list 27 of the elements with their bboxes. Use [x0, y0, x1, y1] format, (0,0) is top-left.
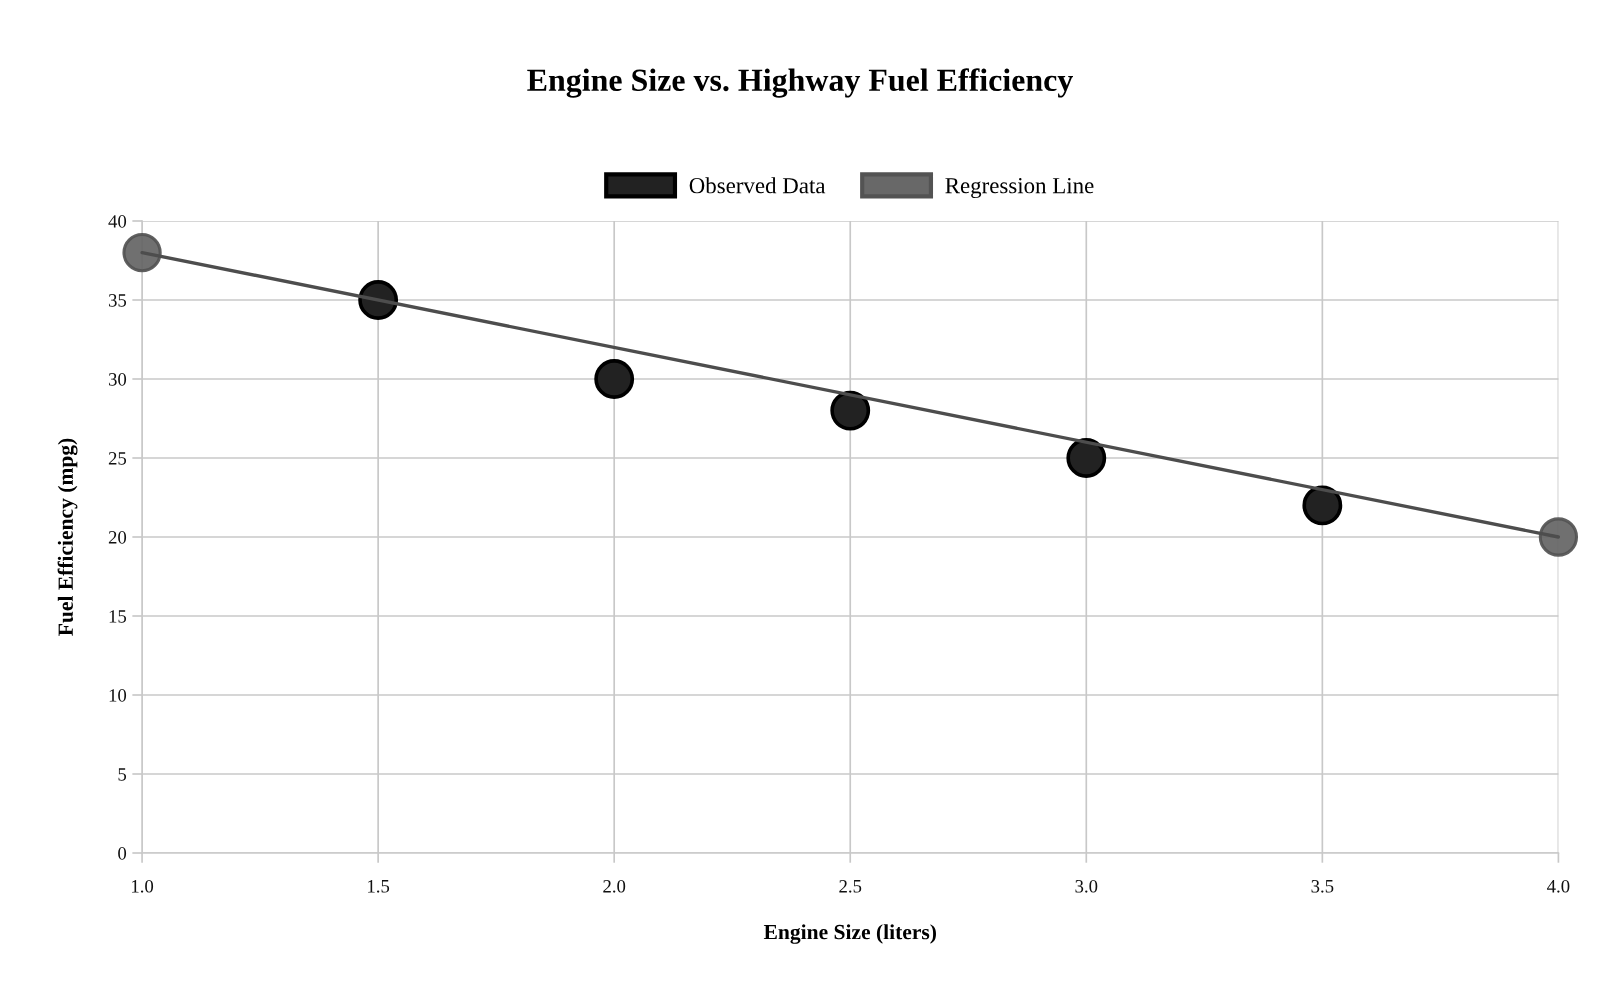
y-tick-label: 10	[109, 689, 127, 702]
point	[122, 232, 162, 273]
legend-label: Regression Line	[945, 177, 1094, 199]
point	[830, 390, 871, 431]
point	[1302, 485, 1343, 526]
y-tick-label: 20	[108, 531, 127, 544]
y-tick-label: 5	[118, 768, 127, 781]
point	[1066, 438, 1107, 478]
y-tick-label: 30	[108, 373, 127, 386]
x-tick-label: 3.0	[1075, 879, 1098, 893]
point	[1538, 517, 1579, 557]
x-tick-label: 4.0	[1547, 879, 1570, 893]
y-tick-label: 40	[108, 215, 127, 228]
legend-label: Observed Data	[689, 177, 826, 194]
point	[594, 359, 635, 399]
x-tick-label: 1.0	[132, 879, 154, 893]
y-tick-label: 0	[118, 847, 127, 860]
x-tick-label: 2.0	[603, 879, 626, 893]
x-tick-label: 2.5	[839, 879, 862, 893]
y-axis-title: Fuel Efficiency (mpg)	[57, 438, 78, 636]
x-tick-label: 1.5	[368, 880, 390, 893]
y-tick-label: 35	[108, 294, 127, 307]
x-tick-label: 3.5	[1311, 879, 1334, 893]
chart-title: Engine Size vs. Highway Fuel Efficiency	[527, 68, 1073, 98]
x-axis-title: Engine Size (liters)	[763, 924, 936, 944]
y-tick-label: 25	[108, 452, 127, 465]
y-tick-label: 15	[109, 610, 127, 623]
